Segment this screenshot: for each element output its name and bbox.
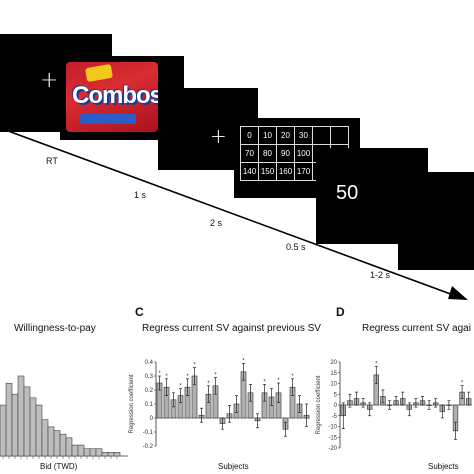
bid-cell: 10	[258, 126, 277, 145]
y-tick-label: 20	[330, 360, 337, 366]
y-tick-label: 0.2	[145, 388, 154, 394]
histogram-bar	[113, 452, 121, 457]
panel-c-letter: C	[135, 305, 144, 319]
significance-star: *	[242, 358, 245, 364]
bid-cell	[330, 126, 349, 145]
food-stimulus-screen: Combos	[60, 56, 184, 140]
panel-d-title: Regress current SV agai	[362, 323, 471, 334]
bid-cell: 0	[240, 126, 259, 145]
significance-star: *	[214, 372, 217, 378]
significance-star: *	[193, 363, 196, 369]
histogram-bar	[0, 404, 7, 457]
histogram-bar	[89, 448, 97, 457]
bid-cell: 140	[240, 162, 259, 181]
significance-star: *	[461, 381, 464, 387]
timing-label: 1-2 s	[370, 270, 391, 280]
histogram-bar	[47, 426, 55, 457]
brand-logo-text: Combos	[72, 82, 158, 109]
brand-subtext-band	[80, 114, 136, 124]
bid-cell: 170	[294, 162, 313, 181]
y-tick-label: 10	[330, 382, 337, 388]
y-tick-label: -20	[328, 446, 337, 452]
y-tick-label: 0.3	[145, 374, 154, 380]
y-axis-label: Regression coefficient	[316, 375, 322, 434]
histogram-bar	[35, 404, 43, 457]
food-item-image: Combos	[66, 62, 158, 132]
histogram-bar	[71, 444, 79, 457]
timing-label: 2 s	[210, 218, 223, 228]
significance-star: *	[207, 381, 210, 387]
histogram-bar	[77, 444, 85, 457]
wtp-title: Willingness-to-pay	[14, 323, 96, 334]
histogram-bar	[107, 452, 115, 457]
timing-label: 1 s	[134, 190, 147, 200]
significance-star: *	[179, 384, 182, 390]
bid-cell: 70	[240, 144, 259, 163]
histogram-bar	[83, 448, 91, 457]
histogram-bar	[95, 448, 103, 457]
panel-d-letter: D	[336, 305, 345, 319]
histogram-bar	[11, 393, 19, 457]
histogram-bar	[53, 430, 61, 457]
histogram-bar	[65, 437, 73, 457]
y-tick-label: -0.2	[143, 444, 154, 450]
y-tick-label: -0.1	[143, 430, 154, 436]
histogram-bar	[5, 382, 13, 457]
histogram-bar	[41, 419, 49, 457]
panel-c-chart: Regression coefficient -0.2 -0.1 0 0.1 0.2 0.3…	[129, 358, 310, 450]
significance-star: *	[186, 374, 189, 380]
bid-cell: 90	[276, 144, 295, 163]
y-tick-label: -15	[328, 435, 337, 441]
timing-label: 0.5 s	[286, 242, 306, 252]
y-tick-label: 0.1	[145, 402, 154, 408]
panel-c-title: Regress current SV against previous SV	[142, 323, 321, 334]
y-tick-label: 0.4	[145, 360, 154, 366]
panel-d-chart: Regression coefficient -20 -15 -10 -5 0 5 10 15 2…	[316, 360, 472, 452]
bid-cell: 80	[258, 144, 277, 163]
significance-star: *	[291, 374, 294, 380]
y-axis-label: Regression coefficient	[129, 374, 135, 433]
bid-cell: 160	[276, 162, 295, 181]
flavor-badge	[84, 63, 114, 83]
y-tick-label: 0	[334, 403, 338, 409]
fixation-cross: +	[210, 124, 227, 148]
histogram-bar	[59, 433, 67, 457]
significance-star: *	[375, 361, 378, 367]
y-tick-label: -5	[332, 414, 338, 420]
fixation-cross: +	[40, 68, 59, 93]
histogram-bar	[23, 386, 31, 457]
significance-star: *	[263, 379, 266, 385]
bid-cell: 150	[258, 162, 277, 181]
y-tick-label: 5	[334, 392, 338, 398]
histogram-bar	[17, 375, 25, 457]
bid-cell: 20	[276, 126, 295, 145]
panel-c-xlabel: Subjects	[218, 462, 249, 471]
iti-screen	[398, 172, 474, 270]
bid-cell: 100	[294, 144, 313, 163]
histogram-bar	[29, 397, 37, 457]
bid-cell	[312, 126, 331, 145]
bid-value: 50	[336, 182, 359, 204]
timing-label: RT	[46, 156, 58, 166]
significance-star: *	[165, 374, 168, 380]
bid-cell: 30	[294, 126, 313, 145]
y-tick-label: 15	[330, 371, 337, 377]
wtp-xlabel: Bid (TWD)	[40, 462, 78, 471]
wtp-histogram	[0, 375, 128, 459]
y-tick-label: 0	[150, 416, 154, 422]
significance-star: *	[158, 371, 161, 377]
y-tick-label: -10	[328, 425, 337, 431]
histogram-bar	[101, 452, 109, 457]
significance-star: *	[277, 378, 280, 384]
panel-d-xlabel: Subjects	[428, 462, 459, 471]
